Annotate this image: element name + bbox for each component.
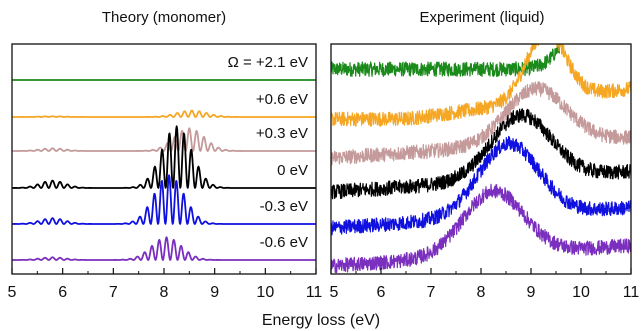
- series-line: [331, 81, 631, 166]
- series-label: 0 eV: [277, 162, 308, 179]
- series-label: Ω = +2.1 eV: [228, 54, 308, 71]
- series-line: [331, 135, 631, 236]
- series-label: +0.6 eV: [256, 91, 308, 108]
- x-tick-label: 8: [477, 284, 486, 301]
- series-label: +0.3 eV: [256, 125, 308, 142]
- experiment-panel-title: Experiment (liquid): [419, 9, 544, 26]
- x-tick-label: 10: [572, 284, 590, 301]
- series-label: -0.6 eV: [260, 234, 308, 251]
- x-tick-label: 6: [377, 284, 386, 301]
- theory-panel: Ω = +2.1 eV +0.6 eV +0.3 eV 0 eV -0.3 eV -0.6…: [8, 43, 323, 301]
- series-label: -0.3 eV: [260, 198, 308, 215]
- x-tick-label: 6: [58, 284, 67, 301]
- x-tick-label: 10: [256, 284, 274, 301]
- series-line: [11, 127, 317, 152]
- series-line: [11, 109, 317, 118]
- x-tick-label: 9: [527, 284, 536, 301]
- experiment-panel: 5 6 7 8 9 10 11: [330, 43, 640, 301]
- x-tick-label: 7: [427, 284, 436, 301]
- x-tick-label: 7: [109, 284, 118, 301]
- series-line: [11, 125, 317, 189]
- x-tick-label: 5: [330, 284, 339, 301]
- x-tick-label: 5: [8, 284, 17, 301]
- x-tick-label: 11: [623, 284, 640, 301]
- series-line: [331, 108, 631, 200]
- theory-panel-title: Theory (monomer): [102, 9, 226, 26]
- series-line: [331, 44, 631, 127]
- x-axis-label: Energy loss (eV): [262, 312, 380, 329]
- series-line: [11, 174, 317, 225]
- series-line: [11, 236, 317, 261]
- x-tick-label: 9: [210, 284, 219, 301]
- series-line: [331, 183, 631, 274]
- x-tick-label: 11: [306, 284, 323, 301]
- series-line: [331, 44, 565, 77]
- x-tick-label: 8: [160, 284, 169, 301]
